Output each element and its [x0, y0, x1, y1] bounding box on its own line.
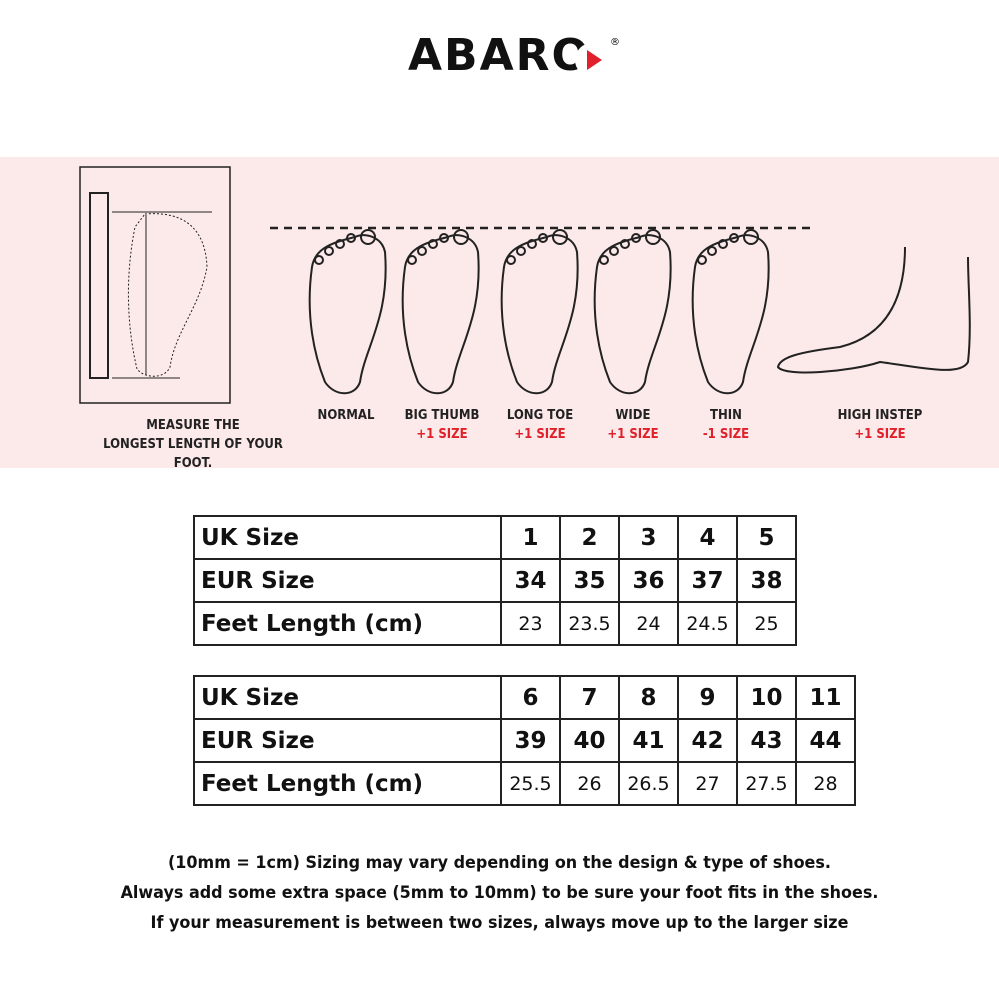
- foot-type-wide: WIDE +1 SIZE: [594, 406, 671, 444]
- size-table-2: UK Size 6 7 8 9 10 11 EUR Size 39 40 41 42 43 44 Feet …: [193, 675, 856, 806]
- size-cell: 24.5: [677, 601, 738, 646]
- foot-type-high-instep: HIGH INSTEP +1 SIZE: [828, 406, 932, 444]
- size-cell: 23.5: [559, 601, 620, 646]
- measure-caption-line: MEASURE THE: [146, 418, 240, 433]
- row-label: Feet Length (cm): [193, 601, 502, 646]
- size-cell: 26.5: [618, 761, 679, 806]
- size-cell: 35: [559, 558, 620, 603]
- size-cell: 27: [677, 761, 738, 806]
- size-cell: 25.5: [500, 761, 561, 806]
- size-cell: 1: [500, 515, 561, 560]
- size-adjust: -1 SIZE: [702, 427, 750, 442]
- foot-type-label: HIGH INSTEP: [837, 408, 923, 423]
- logo-play-mark: ®: [575, 37, 620, 77]
- foot-type-label: NORMAL: [317, 408, 375, 423]
- size-cell: 41: [618, 718, 679, 763]
- row-label: EUR Size: [193, 718, 502, 763]
- size-cell: 36: [618, 558, 679, 603]
- foot-types-band: [0, 157, 999, 468]
- size-cell: 10: [736, 675, 797, 720]
- size-cell: 5: [736, 515, 797, 560]
- size-cell: 2: [559, 515, 620, 560]
- row-label: EUR Size: [193, 558, 502, 603]
- foot-type-normal: NORMAL: [310, 406, 382, 425]
- brand-name: ABARO: [408, 30, 591, 81]
- size-cell: 11: [795, 675, 856, 720]
- foot-type-label: LONG TOE: [506, 408, 574, 423]
- size-row-uk: UK Size 1 2 3 4 5: [193, 515, 797, 560]
- size-cell: 34: [500, 558, 561, 603]
- size-cell: 28: [795, 761, 856, 806]
- size-cell: 44: [795, 718, 856, 763]
- size-adjust: +1 SIZE: [514, 427, 566, 442]
- foot-type-thin: THIN -1 SIZE: [687, 406, 764, 444]
- size-cell: 42: [677, 718, 738, 763]
- size-row-uk: UK Size 6 7 8 9 10 11: [193, 675, 856, 720]
- size-cell: 9: [677, 675, 738, 720]
- brand-logo: ABARO: [408, 30, 591, 81]
- size-cell: 3: [618, 515, 679, 560]
- foot-type-big-thumb: BIG THUMB +1 SIZE: [399, 406, 485, 444]
- size-cell: 39: [500, 718, 561, 763]
- foot-illustrations: [79, 166, 971, 404]
- size-cell: 7: [559, 675, 620, 720]
- note-line: If your measurement is between two sizes…: [150, 913, 849, 933]
- note-line: (10mm = 1cm) Sizing may vary depending o…: [168, 853, 831, 873]
- size-row-cm: Feet Length (cm) 23 23.5 24 24.5 25: [193, 601, 797, 646]
- row-label: UK Size: [193, 675, 502, 720]
- note-line: Always add some extra space (5mm to 10mm…: [120, 883, 879, 903]
- size-cell: 38: [736, 558, 797, 603]
- measure-caption-line: LONGEST LENGTH OF YOUR FOOT.: [103, 437, 283, 471]
- size-adjust: +1 SIZE: [607, 427, 659, 442]
- foot-type-label: WIDE: [615, 408, 651, 423]
- size-table-1: UK Size 1 2 3 4 5 EUR Size 34 35 36 37 38 Feet Lengt…: [193, 515, 797, 646]
- row-label: Feet Length (cm): [193, 761, 502, 806]
- size-cell: 27.5: [736, 761, 797, 806]
- size-adjust: +1 SIZE: [854, 427, 906, 442]
- size-row-cm: Feet Length (cm) 25.5 26 26.5 27 27.5 28: [193, 761, 856, 806]
- row-label: UK Size: [193, 515, 502, 560]
- size-adjust: +1 SIZE: [416, 427, 468, 442]
- size-cell: 43: [736, 718, 797, 763]
- foot-type-label: THIN: [710, 408, 742, 423]
- size-cell: 37: [677, 558, 738, 603]
- size-row-eur: EUR Size 34 35 36 37 38: [193, 558, 797, 603]
- size-row-eur: EUR Size 39 40 41 42 43 44: [193, 718, 856, 763]
- size-cell: 24: [618, 601, 679, 646]
- registered-mark: ®: [610, 37, 620, 48]
- sizing-notes: (10mm = 1cm) Sizing may vary depending o…: [30, 848, 969, 938]
- foot-type-long-toe: LONG TOE +1 SIZE: [500, 406, 581, 444]
- size-cell: 8: [618, 675, 679, 720]
- measure-caption: MEASURE THE LONGEST LENGTH OF YOUR FOOT.: [93, 416, 293, 473]
- size-cell: 25: [736, 601, 797, 646]
- size-cell: 6: [500, 675, 561, 720]
- size-cell: 40: [559, 718, 620, 763]
- size-cell: 23: [500, 601, 561, 646]
- foot-type-label: BIG THUMB: [404, 408, 480, 423]
- size-cell: 4: [677, 515, 738, 560]
- size-cell: 26: [559, 761, 620, 806]
